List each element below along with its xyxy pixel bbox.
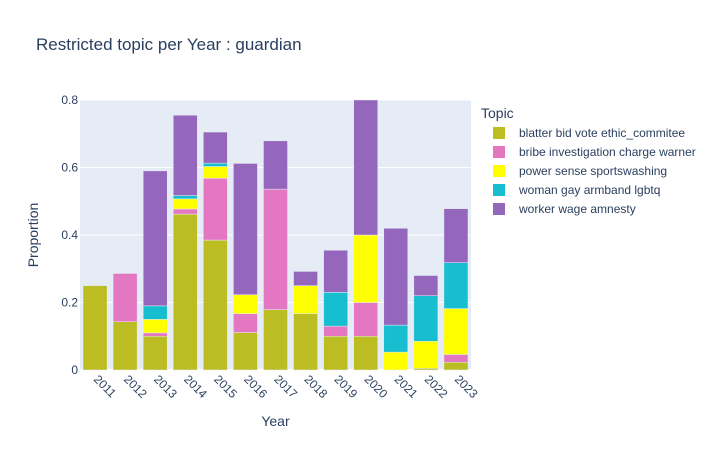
bar-segment	[323, 249, 348, 293]
y-ticks: 0 0.2 0.4 0.6 0.8	[61, 93, 78, 377]
x-ticks: 2011 2012 2013 2014 2015 2016 2017 2018 2019 2020…	[91, 372, 481, 401]
bar-segment	[172, 213, 198, 371]
bar-segment	[383, 351, 409, 371]
bar-segment	[383, 228, 409, 326]
x-tick-label: 2018	[301, 372, 330, 401]
legend-swatch	[493, 165, 505, 177]
x-tick-label: 2017	[271, 372, 300, 401]
legend-label: bribe investigation charge warner	[519, 145, 696, 159]
y-tick-label: 0.4	[61, 228, 78, 242]
bar-segment	[413, 295, 439, 342]
bar-segment	[293, 271, 318, 286]
bar-segment	[413, 341, 439, 369]
bar-segment	[172, 198, 198, 210]
bar-segment	[263, 140, 288, 190]
bar-segment	[293, 313, 318, 371]
bar-segment	[263, 309, 288, 371]
bar-segment	[112, 273, 138, 322]
legend-label: woman gay armband lgbtq	[518, 183, 660, 197]
bar-segment	[142, 305, 168, 320]
legend-label: blatter bid vote ethic_commitee	[519, 126, 685, 140]
x-tick-label: 2019	[332, 372, 361, 401]
legend-swatch	[493, 203, 505, 215]
bar-segment	[263, 188, 288, 310]
y-tick-label: 0.2	[61, 296, 78, 310]
bar-segment	[413, 368, 439, 371]
y-tick-label: 0.6	[61, 161, 78, 175]
bar-segment	[353, 99, 379, 236]
bar-segment	[443, 308, 469, 355]
legend-swatch	[493, 127, 505, 139]
bar-segment	[323, 336, 348, 371]
bar-segment	[82, 285, 108, 371]
legend: Topic blatter bid vote ethic_commiteebri…	[481, 105, 696, 216]
bar-segment	[233, 294, 258, 314]
y-axis-title: Proportion	[25, 203, 41, 268]
bar-segment	[323, 292, 348, 327]
bar-segment	[142, 170, 168, 307]
x-tick-label: 2014	[181, 372, 210, 401]
bar-segment	[443, 262, 469, 309]
x-tick-label: 2016	[241, 372, 270, 401]
bar-segment	[353, 302, 379, 337]
bar-segment	[293, 285, 318, 314]
bar-segment	[142, 332, 168, 337]
bar-segment	[112, 321, 138, 371]
bar-segment	[443, 361, 469, 371]
bar-segment	[233, 332, 258, 371]
bars	[82, 99, 469, 371]
bar-segment	[172, 208, 198, 215]
bar-segment	[323, 325, 348, 337]
x-axis-title: Year	[261, 413, 290, 429]
x-tick-label: 2013	[151, 372, 180, 401]
chart-title: Restricted topic per Year : guardian	[36, 35, 302, 54]
bar-segment	[172, 195, 198, 200]
x-tick-label: 2011	[91, 372, 119, 400]
bar-segment	[203, 239, 228, 371]
bar-segment	[203, 166, 228, 179]
bar-segment	[203, 178, 228, 241]
bar-segment	[203, 162, 228, 167]
bar-segment	[383, 324, 409, 353]
legend-label: worker wage amnesty	[518, 202, 636, 216]
bar-segment	[172, 114, 198, 196]
bar-segment	[142, 336, 168, 371]
x-tick-label: 2022	[422, 372, 451, 401]
bar-segment	[353, 336, 379, 371]
bar-segment	[413, 275, 439, 296]
bar-segment	[353, 234, 379, 303]
bar-segment	[443, 208, 469, 263]
y-tick-label: 0	[71, 363, 78, 377]
bar-segment	[443, 354, 469, 363]
legend-swatch	[493, 184, 505, 196]
x-tick-label: 2023	[452, 372, 481, 401]
x-tick-label: 2015	[211, 372, 240, 401]
legend-swatch	[493, 146, 505, 158]
legend-title: Topic	[481, 105, 514, 121]
x-tick-label: 2020	[362, 372, 391, 401]
x-tick-label: 2012	[121, 372, 150, 401]
bar-segment	[233, 163, 258, 295]
legend-label: power sense sportswashing	[519, 164, 667, 178]
y-tick-label: 0.8	[61, 93, 78, 107]
bar-segment	[203, 131, 228, 164]
bar-segment	[142, 319, 168, 334]
bar-segment	[233, 313, 258, 333]
x-tick-label: 2021	[392, 372, 421, 401]
